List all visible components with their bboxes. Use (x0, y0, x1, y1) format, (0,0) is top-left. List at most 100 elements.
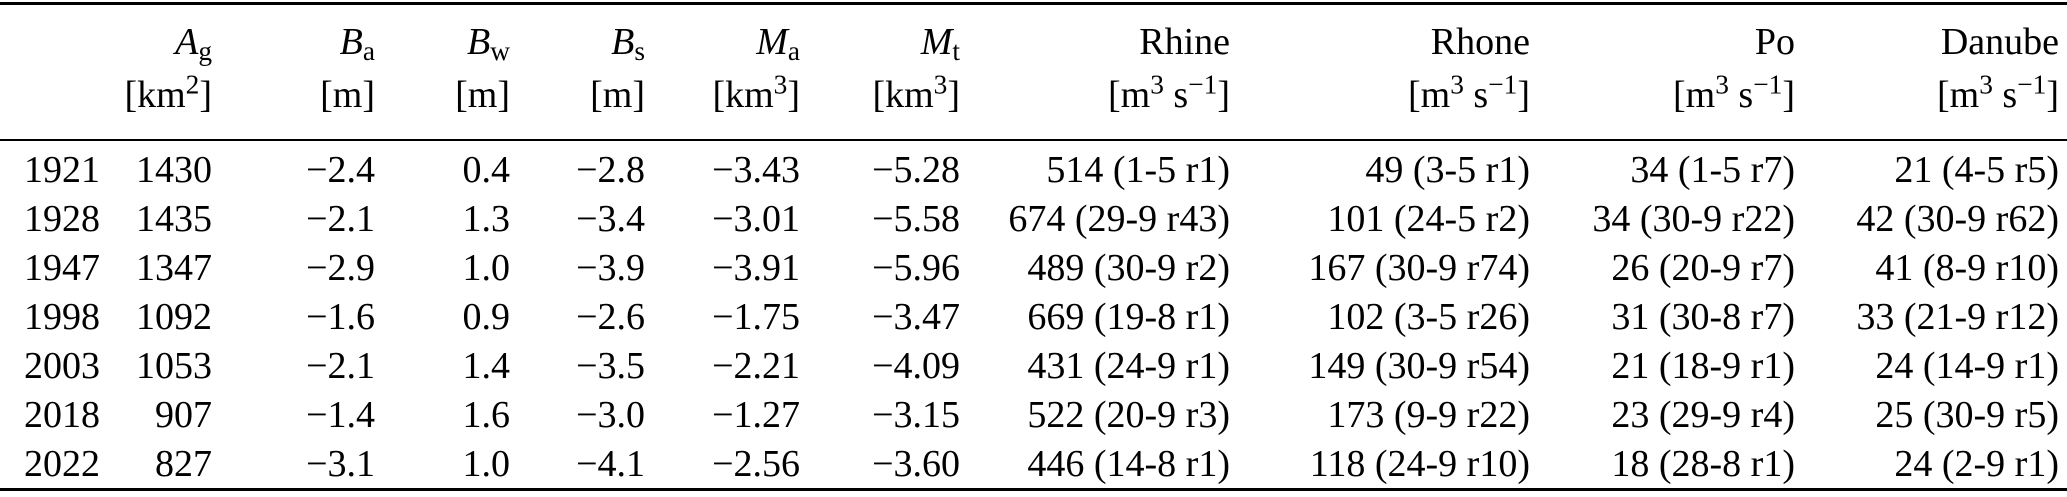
table-body: 1921 1430 −2.4 0.4 −2.8 −3.43 −5.28 514 (1-5 r1… (0, 140, 2067, 490)
cell-bw: 1.0 (462, 246, 511, 289)
col-header-bw: Bw [m] (375, 3, 510, 141)
cell-ba: −2.1 (306, 197, 375, 240)
cell-bw: 1.0 (462, 442, 511, 485)
cell-ba: −1.6 (306, 295, 375, 338)
cell-danube: 24 (2-9 r1) (1894, 442, 2059, 485)
col-name-po: Po (1754, 21, 1795, 63)
cell-ba: −2.9 (306, 246, 375, 289)
cell-mt: −4.09 (872, 344, 960, 387)
cell-ma: −3.43 (712, 148, 800, 191)
cell-ma: −2.21 (712, 344, 800, 387)
cell-bw: 0.4 (462, 148, 511, 191)
cell-rhine: 522 (20-9 r3) (1027, 393, 1230, 436)
cell-po: 23 (29-9 r4) (1611, 393, 1795, 436)
cell-bs: −3.4 (576, 197, 645, 240)
cell-po: 18 (28-8 r1) (1611, 442, 1795, 485)
cell-ma: −3.01 (712, 197, 800, 240)
cell-danube: 33 (21-9 r12) (1856, 295, 2059, 338)
table-row: 2022 827 −3.1 1.0 −4.1 −2.56 −3.60 446 (14-8 r1… (0, 439, 2067, 490)
col-header-ma: Ma [km3] (645, 3, 800, 141)
col-name-rhone: Rhone (1430, 21, 1530, 63)
col-unit-rhine: [m3 s−1] (1108, 69, 1230, 116)
col-name-ag: Ag (175, 21, 212, 67)
cell-rhone: 149 (30-9 r54) (1308, 344, 1530, 387)
cell-rhone: 118 (24-9 r10) (1309, 442, 1530, 485)
cell-po: 34 (1-5 r7) (1630, 148, 1795, 191)
cell-year: 1998 (24, 295, 100, 338)
cell-ag: 1347 (136, 246, 212, 289)
cell-ba: −1.4 (306, 393, 375, 436)
cell-ma: −1.27 (712, 393, 800, 436)
cell-danube: 21 (4-5 r5) (1894, 148, 2059, 191)
cell-rhone: 173 (9-9 r22) (1327, 393, 1530, 436)
cell-po: 21 (18-9 r1) (1611, 344, 1795, 387)
cell-year: 2022 (24, 442, 100, 485)
cell-danube: 25 (30-9 r5) (1875, 393, 2059, 436)
table-row: 1928 1435 −2.1 1.3 −3.4 −3.01 −5.58 674 (29-9 r… (0, 194, 2067, 243)
col-name-ba: Ba (339, 21, 375, 67)
col-name-bs: Bs (611, 21, 645, 67)
col-header-po: Po [m3 s−1] (1530, 3, 1795, 141)
cell-ma: −1.75 (712, 295, 800, 338)
cell-year: 1921 (24, 148, 100, 191)
cell-year: 2003 (24, 344, 100, 387)
cell-po: 31 (30-8 r7) (1611, 295, 1795, 338)
table-header: Ag [km2] Ba [m] Bw [m] Bs [m] Ma [km3] (0, 3, 2067, 141)
col-unit-bs: [m] (590, 74, 645, 116)
col-name-mt: Mt (920, 21, 960, 67)
cell-danube: 42 (30-9 r62) (1856, 197, 2059, 240)
cell-ma: −3.91 (712, 246, 800, 289)
cell-po: 26 (20-9 r7) (1611, 246, 1795, 289)
cell-bs: −4.1 (576, 442, 645, 485)
cell-mt: −3.60 (872, 442, 960, 485)
cell-ag: 1430 (136, 148, 212, 191)
cell-mt: −5.96 (872, 246, 960, 289)
col-name-danube: Danube (1940, 21, 2059, 63)
col-unit-ag: [km2] (124, 69, 212, 116)
cell-mt: −5.58 (872, 197, 960, 240)
cell-bw: 0.9 (462, 295, 511, 338)
col-header-ag: Ag [km2] (100, 3, 212, 141)
cell-danube: 41 (8-9 r10) (1875, 246, 2059, 289)
cell-ba: −3.1 (306, 442, 375, 485)
cell-bw: 1.6 (462, 393, 511, 436)
cell-rhine: 514 (1-5 r1) (1046, 148, 1230, 191)
cell-bs: −3.5 (576, 344, 645, 387)
cell-ag: 827 (155, 442, 212, 485)
cell-danube: 24 (14-9 r1) (1875, 344, 2059, 387)
table-row: 1921 1430 −2.4 0.4 −2.8 −3.43 −5.28 514 (1-5 r1… (0, 140, 2067, 194)
col-unit-rhone: [m3 s−1] (1408, 69, 1530, 116)
cell-po: 34 (30-9 r22) (1592, 197, 1795, 240)
col-unit-danube: [m3 s−1] (1937, 69, 2059, 116)
col-header-danube: Danube [m3 s−1] (1795, 3, 2067, 141)
cell-bw: 1.4 (462, 344, 511, 387)
cell-rhine: 669 (19-8 r1) (1027, 295, 1230, 338)
cell-year: 1928 (24, 197, 100, 240)
cell-rhine: 431 (24-9 r1) (1027, 344, 1230, 387)
cell-ba: −2.1 (306, 344, 375, 387)
col-name-rhine: Rhine (1139, 21, 1230, 63)
cell-year: 2018 (24, 393, 100, 436)
col-name-ma: Ma (756, 21, 800, 67)
col-header-bs: Bs [m] (510, 3, 645, 141)
cell-bw: 1.3 (462, 197, 511, 240)
cell-bs: −2.8 (576, 148, 645, 191)
col-name-bw: Bw (467, 21, 510, 67)
cell-year: 1947 (24, 246, 100, 289)
col-header-year (0, 3, 100, 141)
cell-rhine: 674 (29-9 r43) (1008, 197, 1230, 240)
col-unit-mt: [km3] (872, 69, 960, 116)
table-row: 2018 907 −1.4 1.6 −3.0 −1.27 −3.15 522 (20-9 r3… (0, 390, 2067, 439)
cell-bs: −3.9 (576, 246, 645, 289)
cell-ag: 907 (155, 393, 212, 436)
col-unit-ma: [km3] (712, 69, 800, 116)
cell-rhone: 101 (24-5 r2) (1327, 197, 1530, 240)
cell-bs: −3.0 (576, 393, 645, 436)
cell-ba: −2.4 (306, 148, 375, 191)
table-row: 2003 1053 −2.1 1.4 −3.5 −2.21 −4.09 431 (24-9 r… (0, 341, 2067, 390)
cell-mt: −3.47 (872, 295, 960, 338)
cell-ag: 1053 (136, 344, 212, 387)
col-header-rhine: Rhine [m3 s−1] (960, 3, 1230, 141)
col-unit-bw: [m] (455, 74, 510, 116)
